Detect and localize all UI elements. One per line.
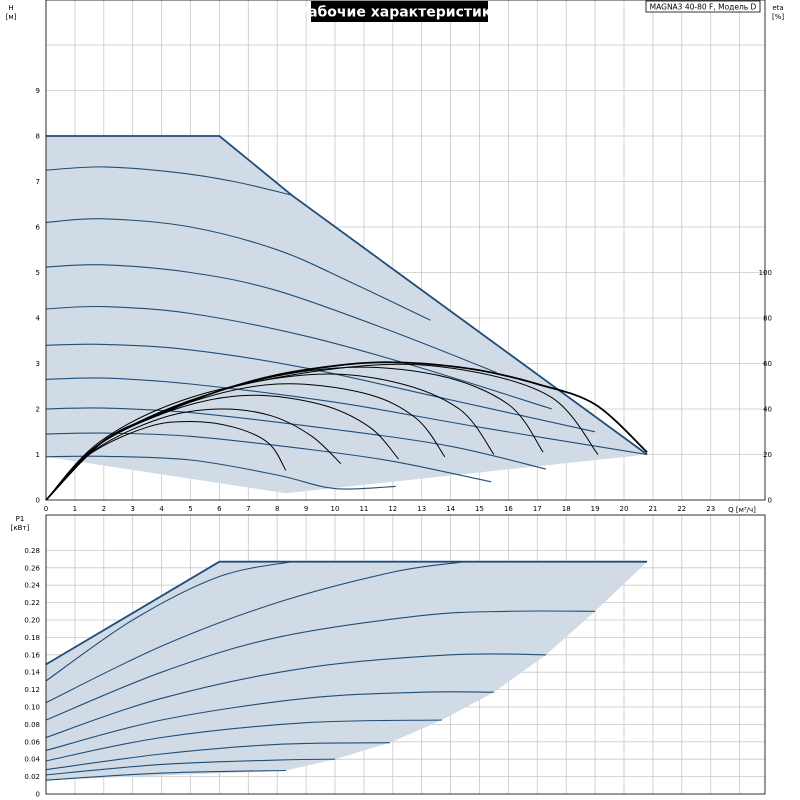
q-tick-label: 15: [475, 505, 484, 513]
chart-title: Рабочие характеристики: [298, 5, 501, 21]
head-curve-7: [45, 432, 492, 483]
q-tick-label: 10: [331, 505, 340, 513]
h-tick-label: 5: [36, 269, 40, 277]
eta-curve-1: [45, 408, 342, 501]
h-tick-label: 2: [36, 406, 40, 414]
q-tick-label: 11: [359, 505, 368, 513]
q-tick-label: 5: [188, 505, 192, 513]
q-tick-label: 14: [446, 505, 455, 513]
plot-frames: [45, 0, 766, 795]
eta-axis-unit: [%]: [772, 13, 784, 21]
q-tick-label: 1: [73, 505, 77, 513]
q-tick-label: 2: [102, 505, 106, 513]
q-tick-label: 3: [130, 505, 134, 513]
p1-tick-label: 0.08: [24, 721, 40, 729]
q-tick-label: 8: [275, 505, 279, 513]
power-curve-5: [45, 719, 442, 762]
power-curve-0: [45, 561, 292, 682]
head-curve-2: [45, 264, 498, 374]
p1-tick-label: 0.10: [24, 704, 40, 712]
p1-tick-label: 0.24: [24, 582, 40, 590]
h-axis-unit: [м]: [6, 13, 17, 21]
q-tick-label: 16: [504, 505, 513, 513]
curves: [45, 135, 648, 781]
p1-axis-unit: [кВт]: [11, 524, 30, 532]
q-tick-label: 4: [159, 505, 164, 513]
power-plot-frame: [45, 514, 766, 795]
operating-areas: [46, 136, 648, 781]
power-curve-7: [45, 758, 336, 776]
p1-tick-label: 0.04: [24, 756, 40, 764]
q-tick-label: 22: [677, 505, 686, 513]
q-tick-label: 21: [648, 505, 657, 513]
eta-axis-label: eta: [772, 4, 783, 12]
eta-max-curve: [45, 361, 648, 501]
q-tick-label: 7: [246, 505, 250, 513]
head-max-curve: [46, 135, 648, 456]
head-curve-4: [45, 343, 596, 433]
p1-tick-label: 0.14: [24, 669, 40, 677]
h-tick-label: 7: [36, 178, 40, 186]
q-tick-label: 9: [304, 505, 308, 513]
q-tick-label: 12: [388, 505, 397, 513]
p1-axis-label: P1: [16, 515, 25, 523]
head-curve-6: [45, 407, 547, 470]
q-tick-label: 0: [44, 505, 48, 513]
p1-tick-label: 0.22: [24, 599, 40, 607]
q-tick-label: 23: [706, 505, 715, 513]
q-tick-label: 13: [417, 505, 426, 513]
q-tick-label: 18: [562, 505, 571, 513]
p1-tick-label: 0.28: [24, 547, 40, 555]
p1-tick-label: 0.02: [24, 773, 40, 781]
model-label: MAGNA3 40-80 F, Модель D: [650, 3, 757, 12]
h-tick-label: 8: [36, 133, 40, 141]
head-curve-0: [45, 166, 292, 196]
h-tick-label: 4: [36, 315, 41, 323]
head-curve-3: [45, 305, 552, 410]
eta-tick-label: 20: [763, 451, 772, 459]
q-tick-label: 17: [533, 505, 542, 513]
power-curve-8: [45, 769, 286, 781]
eta-tick-label: 100: [759, 269, 772, 277]
head-plot-frame: [45, 0, 766, 501]
q-tick-label: 20: [620, 505, 629, 513]
eta-tick-label: 80: [763, 315, 772, 323]
title-box: [311, 1, 488, 22]
eta-tick-label: 0: [768, 497, 772, 505]
h-tick-label: 9: [36, 87, 40, 95]
power-operating-area: [46, 561, 648, 781]
h-axis-label: H: [8, 4, 13, 12]
p1-tick-label: 0: [36, 791, 40, 799]
h-tick-label: 3: [36, 360, 40, 368]
q-tick-label: 6: [217, 505, 222, 513]
q-axis-label: Q [м³/ч]: [728, 506, 756, 514]
power-curve-4: [45, 691, 494, 752]
power-max-curve: [45, 560, 648, 666]
p1-tick-label: 0.06: [24, 738, 40, 746]
eta-curve-4: [45, 373, 495, 501]
p1-tick-label: 0.20: [24, 617, 40, 625]
tick-labels: 0 1 2 3 4 5 6 7 8 9 10 11 12 13 14 15 16 17 18 19 20 21 22 2301…: [24, 87, 772, 799]
power-curve-1: [45, 561, 466, 704]
power-curve-6: [45, 742, 390, 771]
p1-tick-label: 0.18: [24, 634, 40, 642]
power-curve-2: [45, 610, 596, 721]
p1-tick-label: 0.16: [24, 651, 40, 659]
h-tick-label: 6: [36, 224, 41, 232]
power-curve-3: [45, 653, 547, 739]
head-curve-8: [45, 455, 396, 490]
eta-tick-label: 40: [763, 406, 772, 414]
h-tick-label: 0: [36, 497, 40, 505]
eta-tick-label: 60: [763, 360, 772, 368]
head-curve-5: [45, 377, 648, 456]
head-curve-1: [45, 218, 431, 321]
model-box: [645, 0, 761, 13]
p1-tick-label: 0.12: [24, 686, 40, 694]
h-tick-label: 1: [36, 451, 40, 459]
p1-tick-label: 0.26: [24, 564, 40, 572]
q-tick-label: 19: [591, 505, 600, 513]
